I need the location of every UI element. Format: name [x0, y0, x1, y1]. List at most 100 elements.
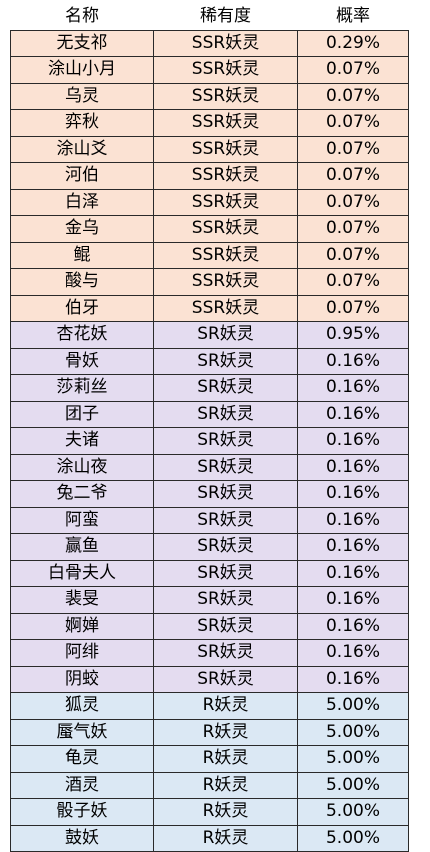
cell-probability: 0.07%: [297, 109, 409, 137]
cell-probability: 0.07%: [297, 188, 409, 216]
table-header: 名称 稀有度 概率: [10, 4, 409, 31]
cell-rarity: SR妖灵: [153, 586, 298, 614]
cell-name: 酒灵: [10, 771, 154, 799]
table-row: 白泽 SSR妖灵 0.07%: [10, 188, 409, 216]
cell-rarity: SR妖灵: [153, 374, 298, 402]
cell-probability: 5.00%: [297, 824, 409, 852]
table-row: 团子 SR妖灵 0.16%: [10, 400, 409, 428]
cell-rarity: SSR妖灵: [153, 162, 298, 190]
cell-rarity: SR妖灵: [153, 321, 298, 349]
cell-probability: 0.16%: [297, 400, 409, 428]
cell-probability: 0.16%: [297, 533, 409, 561]
cell-rarity: R妖灵: [153, 745, 298, 773]
table-row: 酒灵 R妖灵 5.00%: [10, 771, 409, 799]
cell-rarity: SSR妖灵: [153, 109, 298, 137]
cell-probability: 0.16%: [297, 480, 409, 508]
table-row: 夫诸 SR妖灵 0.16%: [10, 427, 409, 455]
cell-name: 赢鱼: [10, 533, 154, 561]
cell-rarity: R妖灵: [153, 798, 298, 826]
header-rarity: 稀有度: [153, 4, 298, 31]
cell-name: 裴旻: [10, 586, 154, 614]
cell-probability: 0.07%: [297, 294, 409, 322]
cell-rarity: SR妖灵: [153, 480, 298, 508]
cell-probability: 0.07%: [297, 241, 409, 269]
cell-name: 河伯: [10, 162, 154, 190]
cell-name: 蜃气妖: [10, 718, 154, 746]
table-row: 阴蛟 SR妖灵 0.16%: [10, 665, 409, 693]
cell-rarity: SSR妖灵: [153, 215, 298, 243]
cell-name: 白骨夫人: [10, 559, 154, 587]
cell-name: 鼓妖: [10, 824, 154, 852]
table-row: 阿蛮 SR妖灵 0.16%: [10, 506, 409, 534]
cell-rarity: SR妖灵: [153, 427, 298, 455]
cell-name: 白泽: [10, 188, 154, 216]
table-row: 蜃气妖 R妖灵 5.00%: [10, 718, 409, 746]
cell-rarity: SR妖灵: [153, 347, 298, 375]
cell-rarity: SSR妖灵: [153, 82, 298, 110]
header-name: 名称: [10, 4, 154, 31]
header-row: 名称 稀有度 概率: [10, 4, 409, 31]
cell-probability: 0.16%: [297, 453, 409, 481]
cell-rarity: SR妖灵: [153, 400, 298, 428]
cell-rarity: SR妖灵: [153, 533, 298, 561]
table-row: 弈秋 SSR妖灵 0.07%: [10, 109, 409, 137]
cell-name: 阿蛮: [10, 506, 154, 534]
cell-probability: 0.16%: [297, 612, 409, 640]
table-row: 杏花妖 SR妖灵 0.95%: [10, 321, 409, 349]
cell-rarity: SR妖灵: [153, 665, 298, 693]
cell-rarity: R妖灵: [153, 824, 298, 852]
probability-table: 名称 稀有度 概率 无支祁 SSR妖灵 0.29% 涂山小月 SSR妖灵 0.07% 乌灵 S…: [10, 4, 409, 852]
cell-rarity: SR妖灵: [153, 612, 298, 640]
cell-probability: 0.16%: [297, 427, 409, 455]
table-row: 骰子妖 R妖灵 5.00%: [10, 798, 409, 826]
cell-probability: 0.29%: [297, 29, 409, 57]
cell-rarity: SR妖灵: [153, 639, 298, 667]
table-row: 婀婵 SR妖灵 0.16%: [10, 612, 409, 640]
cell-name: 狐灵: [10, 692, 154, 720]
table-row: 莎莉丝 SR妖灵 0.16%: [10, 374, 409, 402]
cell-probability: 0.16%: [297, 347, 409, 375]
cell-name: 莎莉丝: [10, 374, 154, 402]
cell-rarity: SSR妖灵: [153, 241, 298, 269]
cell-rarity: SSR妖灵: [153, 29, 298, 57]
cell-name: 鲲: [10, 241, 154, 269]
table-row: 骨妖 SR妖灵 0.16%: [10, 347, 409, 375]
table-row: 乌灵 SSR妖灵 0.07%: [10, 82, 409, 110]
table-row: 白骨夫人 SR妖灵 0.16%: [10, 559, 409, 587]
cell-probability: 0.95%: [297, 321, 409, 349]
cell-name: 伯牙: [10, 294, 154, 322]
cell-name: 阿绯: [10, 639, 154, 667]
table-row: 伯牙 SSR妖灵 0.07%: [10, 294, 409, 322]
table-row: 裴旻 SR妖灵 0.16%: [10, 586, 409, 614]
cell-rarity: SSR妖灵: [153, 135, 298, 163]
cell-name: 龟灵: [10, 745, 154, 773]
cell-rarity: SR妖灵: [153, 506, 298, 534]
cell-rarity: SSR妖灵: [153, 188, 298, 216]
table-row: 鼓妖 R妖灵 5.00%: [10, 824, 409, 852]
cell-name: 婀婵: [10, 612, 154, 640]
cell-probability: 0.07%: [297, 268, 409, 296]
cell-probability: 0.07%: [297, 162, 409, 190]
table-row: 涂山爻 SSR妖灵 0.07%: [10, 135, 409, 163]
table-row: 赢鱼 SR妖灵 0.16%: [10, 533, 409, 561]
cell-probability: 0.07%: [297, 56, 409, 84]
cell-probability: 5.00%: [297, 692, 409, 720]
cell-probability: 0.16%: [297, 639, 409, 667]
table-row: 涂山夜 SR妖灵 0.16%: [10, 453, 409, 481]
cell-name: 骰子妖: [10, 798, 154, 826]
cell-rarity: R妖灵: [153, 692, 298, 720]
table-row: 龟灵 R妖灵 5.00%: [10, 745, 409, 773]
cell-rarity: R妖灵: [153, 718, 298, 746]
table-row: 阿绯 SR妖灵 0.16%: [10, 639, 409, 667]
cell-name: 弈秋: [10, 109, 154, 137]
cell-probability: 5.00%: [297, 718, 409, 746]
cell-name: 酸与: [10, 268, 154, 296]
cell-name: 涂山爻: [10, 135, 154, 163]
cell-name: 涂山小月: [10, 56, 154, 84]
cell-name: 兔二爷: [10, 480, 154, 508]
table-row: 狐灵 R妖灵 5.00%: [10, 692, 409, 720]
cell-probability: 0.16%: [297, 506, 409, 534]
table-row: 兔二爷 SR妖灵 0.16%: [10, 480, 409, 508]
cell-probability: 0.07%: [297, 82, 409, 110]
cell-name: 无支祁: [10, 29, 154, 57]
